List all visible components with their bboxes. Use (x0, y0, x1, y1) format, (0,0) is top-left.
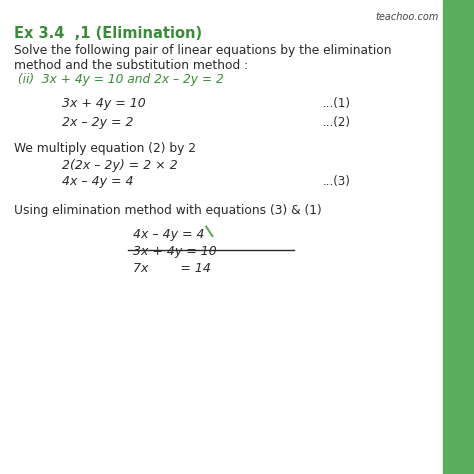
Text: method and the substitution method :: method and the substitution method : (14, 59, 248, 72)
Text: Using elimination method with equations (3) & (1): Using elimination method with equations … (14, 204, 322, 217)
Text: 3x + 4y = 10: 3x + 4y = 10 (62, 97, 146, 110)
Text: 3x + 4y = 10: 3x + 4y = 10 (133, 245, 217, 257)
Text: 2x – 2y = 2: 2x – 2y = 2 (62, 116, 133, 129)
Text: 4x – 4y = 4: 4x – 4y = 4 (62, 175, 133, 188)
Bar (443, 0, 474, 474)
Text: 7x        = 14: 7x = 14 (133, 262, 210, 274)
Text: ...(2): ...(2) (322, 116, 350, 129)
Text: teachoo.com: teachoo.com (375, 12, 438, 22)
Text: (ii)  3x + 4y = 10 and 2x – 2y = 2: (ii) 3x + 4y = 10 and 2x – 2y = 2 (14, 73, 224, 86)
Text: Solve the following pair of linear equations by the elimination: Solve the following pair of linear equat… (14, 44, 392, 56)
Text: Ex 3.4  ,1 (Elimination): Ex 3.4 ,1 (Elimination) (14, 26, 202, 41)
Text: We multiply equation (2) by 2: We multiply equation (2) by 2 (14, 142, 196, 155)
Text: ...(1): ...(1) (322, 97, 350, 110)
Text: ...(3): ...(3) (322, 175, 350, 188)
Text: 4x – 4y = 4: 4x – 4y = 4 (133, 228, 204, 240)
Text: 2(2x – 2y) = 2 × 2: 2(2x – 2y) = 2 × 2 (62, 159, 177, 172)
